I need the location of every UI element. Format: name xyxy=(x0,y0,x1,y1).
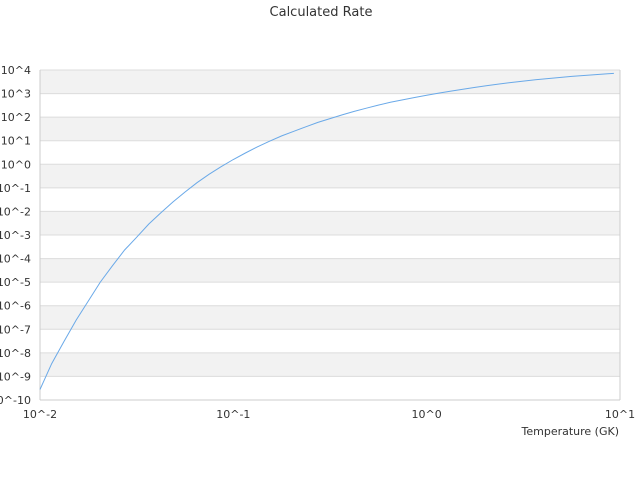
grid-band xyxy=(40,376,620,400)
grid-band xyxy=(40,305,620,330)
grid-band xyxy=(40,187,620,212)
grid-band xyxy=(40,235,620,259)
grid-band xyxy=(40,352,620,377)
x-tick-labels: 10^-2 10^-1 10^0 10^1 xyxy=(23,408,635,421)
y-tick-labels: 10^4 10^3 10^2 10^1 10^0 10^-1 10^-2 10^-3 10^-4… xyxy=(0,64,31,407)
x-axis-label: Temperature (GK) xyxy=(521,425,620,438)
y-tick-label: 10^4 xyxy=(1,64,31,77)
y-tick-label: 10^-4 xyxy=(0,253,31,266)
rate-series-line xyxy=(39,72,614,390)
y-tick-label: 10^-3 xyxy=(0,229,31,242)
series-group xyxy=(39,72,614,390)
y-tick-label: 10^2 xyxy=(1,111,31,124)
grid-band xyxy=(40,93,620,118)
y-tick-label: 10^-8 xyxy=(0,347,31,360)
y-tick-label: 10^1 xyxy=(1,135,31,148)
y-tick-label: 10^3 xyxy=(1,88,31,101)
y-tick-label: 10^-1 xyxy=(0,182,31,195)
grid-band xyxy=(40,258,620,283)
grid-band xyxy=(40,164,620,188)
chart-title: Calculated Rate xyxy=(270,5,373,20)
x-tick-label: 10^-2 xyxy=(23,408,57,421)
x-tick-label: 10^0 xyxy=(412,408,442,421)
y-tick-label: 10^-6 xyxy=(0,300,31,313)
y-tick-label: 10^-7 xyxy=(0,323,31,336)
grid-band xyxy=(40,117,620,141)
y-tick-label: 10^-2 xyxy=(0,205,31,218)
x-tick-label: 10^-1 xyxy=(216,408,250,421)
x-tick-label: 10^1 xyxy=(605,408,635,421)
y-tick-label: 10^-9 xyxy=(0,370,31,383)
grid-band xyxy=(40,140,620,165)
grid-bands xyxy=(40,70,620,400)
grid-band xyxy=(40,211,620,235)
y-tick-label: 10^0 xyxy=(1,158,31,171)
grid-band xyxy=(40,282,620,306)
axes xyxy=(39,70,621,401)
y-tick-label: 10^-5 xyxy=(0,276,31,289)
grid-band xyxy=(40,329,620,353)
y-tick-label: 10^-10 xyxy=(0,394,31,407)
grid-band xyxy=(40,70,620,94)
